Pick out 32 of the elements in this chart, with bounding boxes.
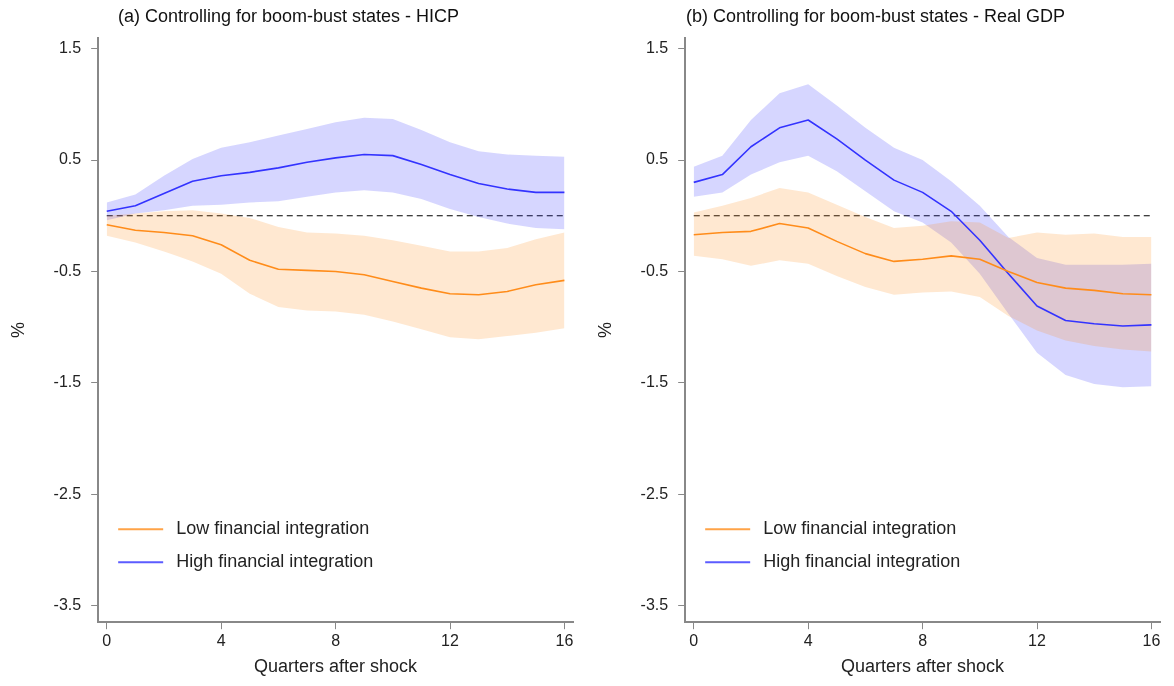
x-axis-title: Quarters after shock [254,656,419,677]
y-tick-label: 1.5 [645,39,669,57]
x-tick-label: 8 [918,632,928,650]
legend-label: High financial integration [763,551,961,572]
legend-label: Low financial integration [176,518,370,539]
y-tick-label: -3.5 [53,595,82,613]
x-tick-label: 16 [1142,632,1161,650]
y-tick-label: -2.5 [53,484,82,502]
x-tick-label: 8 [331,632,341,650]
legend-label: High financial integration [176,551,374,572]
y-tick-label: -0.5 [640,261,669,279]
y-tick-label: -0.5 [53,261,82,279]
chart-title: (b) Controlling for boom-bust states - Real GDP [685,5,1066,26]
chart-title: (a) Controlling for boom-bust states - HICP [117,5,460,26]
y-tick-label: 1.5 [58,39,82,57]
x-tick-label: 16 [555,632,574,650]
x-tick-label: 0 [102,632,112,650]
y-tick-label: 0.5 [58,150,82,168]
y-tick-label: -3.5 [640,595,669,613]
x-tick-label: 0 [689,632,699,650]
y-axis-title: % [7,321,28,338]
y-tick-label: -2.5 [640,484,669,502]
x-tick-label: 4 [216,632,226,650]
y-tick-label: -1.5 [53,373,82,391]
x-tick-label: 4 [803,632,813,650]
legend-label: Low financial integration [763,518,957,539]
x-tick-label: 12 [1028,632,1046,650]
y-tick-label: 0.5 [645,150,669,168]
y-tick-label: -1.5 [640,373,669,391]
x-axis-title: Quarters after shock [841,656,1006,677]
y-axis-title: % [594,321,615,338]
x-tick-label: 12 [441,632,459,650]
